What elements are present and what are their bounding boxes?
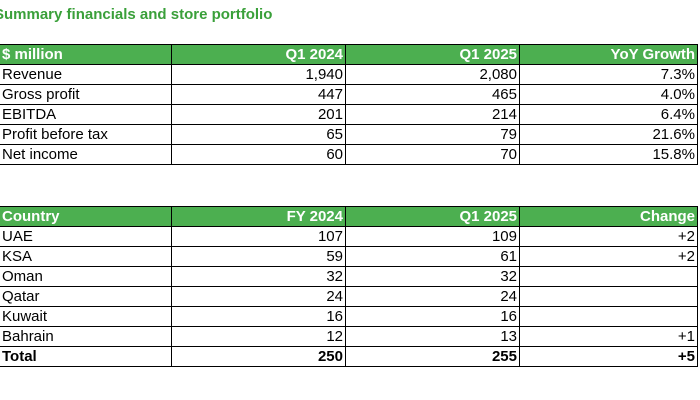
- table-cell: 70: [345, 144, 520, 165]
- table-cell: 214: [345, 104, 520, 125]
- row-label: Net income: [0, 144, 172, 165]
- table-row: KSA 59 61 +2: [0, 246, 698, 267]
- table-cell: 59: [171, 246, 346, 267]
- table-cell: 2,080: [345, 64, 520, 85]
- row-label: KSA: [0, 246, 172, 267]
- row-label: Bahrain: [0, 326, 172, 347]
- table-row: Kuwait 16 16: [0, 306, 698, 327]
- table-cell: 60: [171, 144, 346, 165]
- row-label: UAE: [0, 226, 172, 247]
- table-cell: 15.8%: [519, 144, 698, 165]
- page-title: Summary financials and store portfolio: [0, 6, 273, 23]
- table-row: Oman 32 32: [0, 266, 698, 287]
- table-cell: 16: [171, 306, 346, 327]
- header-cell-yoy-growth: YoY Growth: [519, 44, 698, 65]
- table-row: Profit before tax 65 79 21.6%: [0, 124, 698, 145]
- table-cell: 447: [171, 84, 346, 105]
- table-row: Qatar 24 24: [0, 286, 698, 307]
- table-cell: 6.4%: [519, 104, 698, 125]
- table-cell: +2: [519, 246, 698, 267]
- total-cell: 255: [345, 346, 520, 367]
- store-portfolio-table: Country FY 2024 Q1 2025 Change UAE 107 1…: [0, 206, 698, 367]
- table-cell: +1: [519, 326, 698, 347]
- header-cell-fy-2024: FY 2024: [171, 206, 346, 227]
- table-cell: [519, 266, 698, 287]
- header-cell-q1-2025: Q1 2025: [345, 44, 520, 65]
- table-row: Gross profit 447 465 4.0%: [0, 84, 698, 105]
- row-label: Oman: [0, 266, 172, 287]
- row-label: Revenue: [0, 64, 172, 85]
- header-cell-q1-2025: Q1 2025: [345, 206, 520, 227]
- table-cell: [519, 286, 698, 307]
- header-cell-change: Change: [519, 206, 698, 227]
- table-cell: 4.0%: [519, 84, 698, 105]
- table-row: Revenue 1,940 2,080 7.3%: [0, 64, 698, 85]
- table-cell: 16: [345, 306, 520, 327]
- table-cell: 61: [345, 246, 520, 267]
- total-cell: 250: [171, 346, 346, 367]
- header-cell-q1-2024: Q1 2024: [171, 44, 346, 65]
- total-cell: +5: [519, 346, 698, 367]
- header-cell-metric: $ million: [0, 44, 172, 65]
- table-cell: 21.6%: [519, 124, 698, 145]
- header-cell-country: Country: [0, 206, 172, 227]
- table-cell: 13: [345, 326, 520, 347]
- row-label: Gross profit: [0, 84, 172, 105]
- table-row: Bahrain 12 13 +1: [0, 326, 698, 347]
- table-cell: 32: [171, 266, 346, 287]
- table-cell: 201: [171, 104, 346, 125]
- table-cell: +2: [519, 226, 698, 247]
- table-cell: [519, 306, 698, 327]
- table-row: UAE 107 109 +2: [0, 226, 698, 247]
- table-cell: 7.3%: [519, 64, 698, 85]
- total-label: Total: [0, 346, 172, 367]
- table-cell: 12: [171, 326, 346, 347]
- table-row: EBITDA 201 214 6.4%: [0, 104, 698, 125]
- table-cell: 65: [171, 124, 346, 145]
- table-cell: 1,940: [171, 64, 346, 85]
- table-cell: 107: [171, 226, 346, 247]
- table-cell: 24: [171, 286, 346, 307]
- total-row: Total 250 255 +5: [0, 346, 698, 367]
- table-cell: 465: [345, 84, 520, 105]
- table-cell: 79: [345, 124, 520, 145]
- table-header-row: $ million Q1 2024 Q1 2025 YoY Growth: [0, 44, 698, 65]
- row-label: Kuwait: [0, 306, 172, 327]
- row-label: EBITDA: [0, 104, 172, 125]
- table-cell: 109: [345, 226, 520, 247]
- table-cell: 32: [345, 266, 520, 287]
- financials-table: $ million Q1 2024 Q1 2025 YoY Growth Rev…: [0, 44, 698, 165]
- row-label: Profit before tax: [0, 124, 172, 145]
- table-cell: 24: [345, 286, 520, 307]
- table-header-row: Country FY 2024 Q1 2025 Change: [0, 206, 698, 227]
- table-row: Net income 60 70 15.8%: [0, 144, 698, 165]
- row-label: Qatar: [0, 286, 172, 307]
